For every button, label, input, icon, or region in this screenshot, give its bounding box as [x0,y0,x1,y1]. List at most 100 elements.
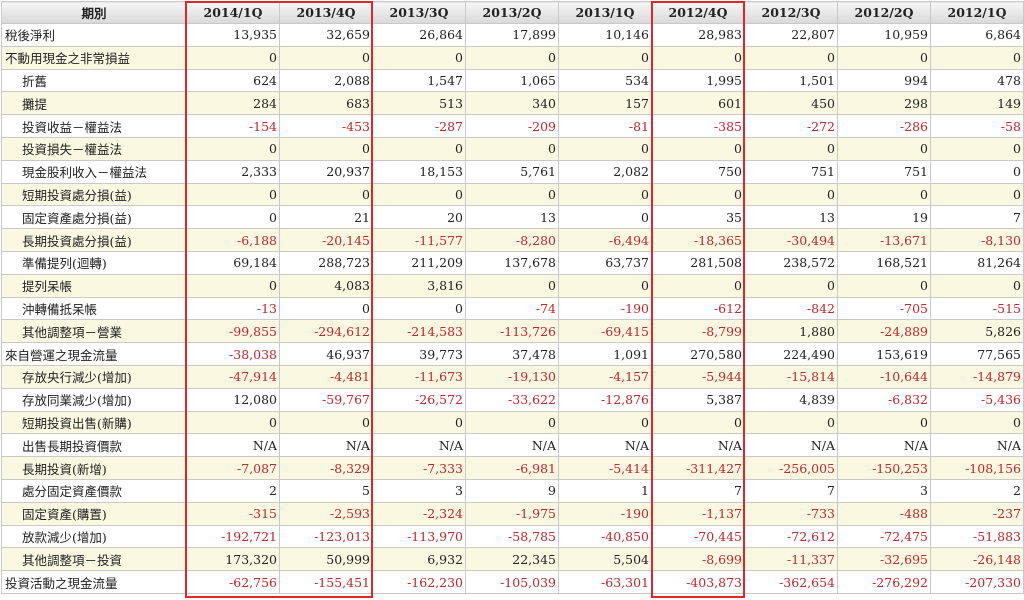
table-cell: 69,184 [186,250,280,275]
table-cell: 13 [465,205,559,230]
table-row: 來自營運之現金流量 -38,038 46,937 39,773 37,478 1,091 2… [1,342,1024,366]
table-cell: -8,280 [465,228,559,252]
table-cell: 5,826 [930,319,1024,344]
table-row: 固定資產處分損(益) 0 21 20 13 0 35 13 19 7 [1,205,1024,230]
table-cell: 4,839 [744,387,838,412]
table-row: 其他調整項－投資 173,320 50,999 6,932 22,345 5,504 -8,… [1,547,1024,572]
row-label: 不動用現金之非常損益 [1,45,187,70]
table-cell: -162,230 [372,570,466,594]
table-cell: -1,975 [465,501,559,526]
row-label: 放款減少(增加) [1,524,187,549]
table-cell: 21 [279,205,373,230]
table-cell: 0 [930,45,1024,70]
table-cell: 1,065 [465,68,559,93]
table-row: 短期投資出售(新購) 0 0 0 0 0 0 0 0 0 [1,410,1024,435]
table-cell: N/A [186,433,280,458]
table-cell: -4,157 [558,364,652,389]
table-cell: 28,983 [651,23,745,47]
table-cell: 12,080 [186,387,280,412]
table-cell: 2,333 [186,159,280,184]
table-cell: -26,148 [930,547,1024,572]
table-cell: -74 [465,296,559,321]
table-cell: 10,959 [837,23,931,47]
table-cell: -842 [744,296,838,321]
table-cell: 5,504 [558,547,652,572]
table-cell: 0 [558,136,652,161]
row-label: 投資收益－權益法 [1,114,187,138]
table-cell: 5,387 [651,387,745,412]
table-cell: 0 [651,410,745,435]
table-cell: 0 [558,410,652,435]
table-cell: -1,137 [651,501,745,526]
table-body: 稅後淨利 13,935 32,659 26,864 17,899 10,146 28,983… [1,23,1024,594]
table-cell: 0 [558,45,652,70]
table-cell: -7,087 [186,456,280,480]
row-label: 存放同業減少(增加) [1,387,187,412]
table-cell: 1 [558,478,652,503]
table-row: 存放央行減少(增加) -47,914 -4,481 -11,673 -19,130 -4,… [1,364,1024,389]
table-cell: 39,773 [372,342,466,366]
table-cell: 0 [372,182,466,207]
table-cell: 5,761 [465,159,559,184]
table-cell: 0 [186,45,280,70]
table-cell: 13,935 [186,23,280,47]
table-cell: N/A [372,433,466,458]
table-cell: -69,415 [558,319,652,344]
table-cell: -5,944 [651,364,745,389]
table-cell: 17,899 [465,23,559,47]
table-cell: -108,156 [930,456,1024,480]
table-cell: -190 [558,296,652,321]
period-header[interactable]: 2013/4Q [279,1,373,24]
table-cell: -8,699 [651,547,745,572]
table-cell: 2,082 [558,159,652,184]
table-cell: 7 [651,478,745,503]
table-cell: 6,864 [930,23,1024,47]
table-cell: -192,721 [186,524,280,549]
table-cell: 50,999 [279,547,373,572]
period-header[interactable]: 2013/3Q [372,1,466,24]
table-cell: -207,330 [930,570,1024,594]
table-cell: 0 [186,182,280,207]
table-cell: -32,695 [837,547,931,572]
table-cell: 238,572 [744,250,838,275]
table-cell: -705 [837,296,931,321]
table-cell: -58,785 [465,524,559,549]
table-cell: -15,814 [744,364,838,389]
table-cell: -62,756 [186,570,280,594]
table-cell: N/A [744,433,838,458]
table-cell: -24,889 [837,319,931,344]
table-cell: 211,209 [372,250,466,275]
table-cell: 3,816 [372,273,466,298]
table-row: 沖轉備抵呆帳 -13 0 0 -74 -190 -612 -842 -705 -515 [1,296,1024,321]
period-header[interactable]: 2012/1Q [930,1,1024,24]
table-row: 短期投資處分損(益) 0 0 0 0 0 0 0 0 0 [1,182,1024,207]
table-cell: -11,337 [744,547,838,572]
row-label: 存放央行減少(增加) [1,364,187,389]
period-header[interactable]: 2012/2Q [837,1,931,24]
table-cell: 157 [558,91,652,116]
table-cell: 0 [651,182,745,207]
table-cell: -7,333 [372,456,466,480]
row-label: 長期投資(新增) [1,456,187,480]
table-cell: 284 [186,91,280,116]
table-cell: -733 [744,501,838,526]
table-cell: -113,726 [465,319,559,344]
period-header[interactable]: 2012/4Q [651,1,745,24]
row-label: 其他調整項－投資 [1,547,187,572]
period-header[interactable]: 2014/1Q [186,1,280,24]
table-cell: 750 [651,159,745,184]
table-cell: 994 [837,68,931,93]
row-label: 提列呆帳 [1,273,187,298]
table-cell: 281,508 [651,250,745,275]
table-cell: 0 [279,136,373,161]
table-row: 準備提列(迴轉) 69,184 288,723 211,209 137,678 63,73… [1,250,1024,275]
period-header[interactable]: 2013/2Q [465,1,559,24]
table-cell: 137,678 [465,250,559,275]
period-header[interactable]: 2012/3Q [744,1,838,24]
table-row: 折舊 624 2,088 1,547 1,065 534 1,995 1,501 994 478 [1,68,1024,93]
table-cell: N/A [651,433,745,458]
table-cell: -294,612 [279,319,373,344]
table-cell: -105,039 [465,570,559,594]
table-cell: 513 [372,91,466,116]
period-header[interactable]: 2013/1Q [558,1,652,24]
